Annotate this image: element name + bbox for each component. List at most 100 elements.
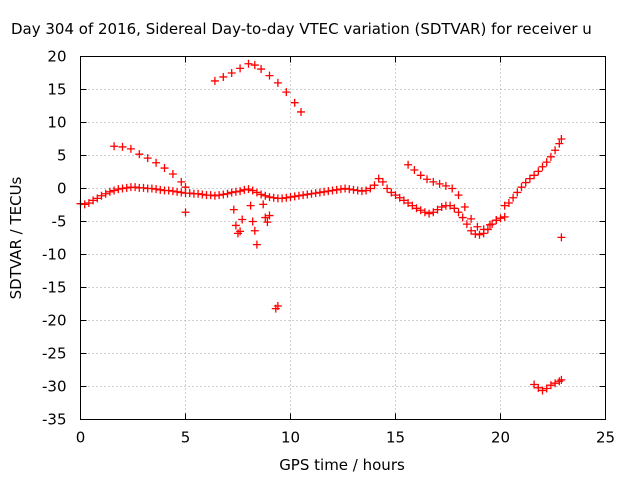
data-point	[135, 150, 144, 159]
data-point	[546, 152, 555, 161]
data-point	[131, 183, 140, 192]
data-point	[152, 158, 161, 167]
data-point	[236, 64, 245, 73]
data-point	[234, 229, 242, 238]
data-point	[89, 196, 98, 205]
data-point	[265, 211, 274, 220]
x-tick-label: 10	[281, 429, 300, 447]
data-point	[244, 59, 253, 68]
data-point	[273, 78, 282, 87]
data-point	[454, 191, 463, 200]
y-tick-label: 10	[47, 114, 66, 132]
y-tick-label: 0	[57, 180, 67, 198]
data-point	[250, 226, 259, 235]
data-point	[315, 188, 324, 197]
chart-title: Day 304 of 2016, Sidereal Day-to-day VTE…	[11, 20, 592, 38]
data-point	[244, 185, 253, 194]
data-point	[265, 71, 274, 80]
data-point	[231, 221, 240, 230]
data-point	[156, 185, 165, 194]
data-point	[362, 186, 371, 195]
data-point	[198, 190, 207, 199]
data-point	[303, 190, 312, 199]
data-point	[160, 164, 169, 173]
x-tick-label: 15	[386, 429, 405, 447]
data-point	[261, 191, 270, 200]
data-point	[412, 204, 421, 213]
data-point	[282, 193, 291, 202]
data-point	[341, 184, 350, 193]
y-tick-label: -5	[52, 213, 67, 231]
data-point	[473, 222, 482, 231]
grid-lines	[80, 56, 606, 420]
data-point	[435, 179, 444, 188]
data-point	[227, 69, 236, 77]
y-tick-label: -30	[42, 378, 67, 396]
data-point	[383, 184, 392, 193]
data-point	[546, 381, 555, 390]
y-tick-label: -10	[42, 246, 67, 264]
series-arc-top	[210, 59, 305, 116]
data-point	[122, 183, 131, 192]
data-point	[110, 142, 119, 151]
data-point	[126, 144, 135, 153]
data-point	[404, 160, 413, 169]
data-point	[462, 220, 471, 229]
plot-frame	[80, 56, 606, 420]
data-point	[257, 190, 266, 199]
data-point	[416, 171, 425, 180]
data-point	[530, 380, 539, 389]
data-point	[236, 187, 245, 196]
data-point	[105, 187, 114, 196]
data-points	[76, 59, 566, 395]
data-point	[181, 208, 190, 217]
data-point	[496, 214, 505, 223]
data-point	[299, 191, 308, 200]
data-point	[143, 154, 152, 163]
data-point	[475, 230, 484, 239]
data-point	[471, 230, 480, 239]
data-point	[555, 139, 564, 148]
data-point	[542, 384, 551, 393]
y-tick-label: 5	[57, 147, 67, 165]
data-point	[210, 76, 219, 85]
data-point	[139, 183, 148, 192]
data-point	[259, 200, 268, 209]
series-main	[76, 174, 509, 239]
y-tick-label: 15	[47, 81, 66, 99]
series-decline-early	[110, 142, 190, 192]
x-tick-label: 20	[491, 429, 510, 447]
data-point	[311, 189, 320, 198]
y-tick-label: 20	[47, 48, 66, 66]
data-point	[236, 227, 245, 236]
data-point	[261, 213, 270, 222]
y-tick-label: -25	[42, 345, 67, 363]
data-point	[118, 184, 127, 193]
data-point	[118, 142, 127, 151]
data-point	[525, 174, 534, 183]
data-point	[215, 191, 224, 200]
data-point	[557, 135, 566, 143]
data-point	[486, 220, 494, 229]
data-point	[391, 191, 400, 200]
data-point	[513, 188, 522, 197]
data-point	[177, 177, 186, 186]
data-point	[84, 199, 93, 208]
data-point	[93, 194, 102, 203]
data-point	[168, 187, 177, 196]
data-point	[278, 194, 287, 203]
data-point	[246, 201, 255, 210]
series-bottom	[530, 375, 566, 395]
data-point	[509, 193, 518, 202]
data-point	[265, 193, 274, 202]
data-point	[557, 233, 566, 242]
data-point	[366, 184, 375, 193]
data-point	[273, 301, 282, 310]
data-point	[408, 201, 417, 210]
data-point	[416, 206, 425, 215]
data-point	[152, 185, 161, 194]
data-point	[240, 185, 249, 194]
data-point	[294, 191, 303, 200]
data-point	[181, 183, 190, 192]
data-point	[345, 185, 354, 194]
